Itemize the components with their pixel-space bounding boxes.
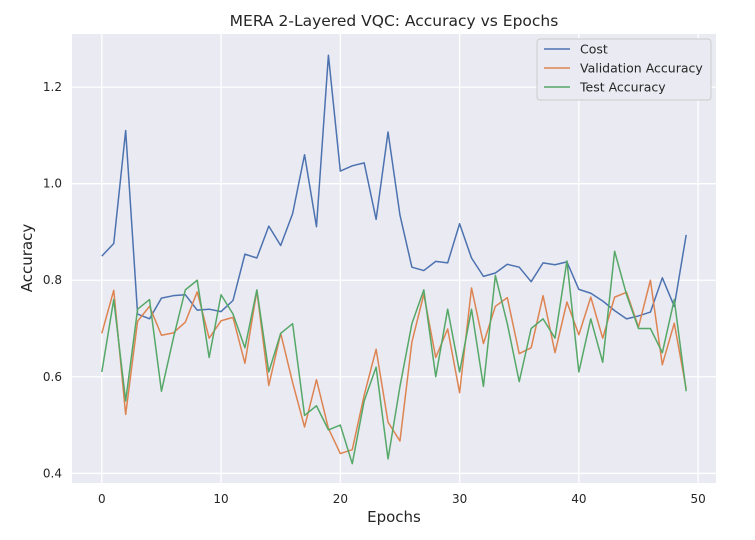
- legend-label: Cost: [580, 42, 608, 57]
- x-tick-label: 10: [213, 492, 228, 506]
- plot-background: [72, 34, 716, 483]
- x-tick-labels: 0 10 20 30 40 50: [98, 492, 706, 506]
- x-tick-label: 50: [690, 492, 705, 506]
- series-line-validation-accuracy: [101, 279, 687, 455]
- y-tick-labels: 0.4 0.6 0.8 1.0 1.2: [43, 80, 62, 480]
- y-axis-label: Accuracy: [18, 224, 36, 293]
- grid: [72, 34, 716, 483]
- series-lines: [101, 54, 687, 465]
- x-tick-label: 0: [98, 492, 106, 506]
- x-tick-label: 40: [571, 492, 586, 506]
- y-tick-label: 1.0: [43, 177, 62, 191]
- series-line-test-accuracy: [101, 250, 687, 465]
- legend: Cost Validation Accuracy Test Accuracy: [536, 38, 712, 101]
- legend-frame: [536, 38, 712, 101]
- x-tick-label: 20: [333, 492, 348, 506]
- series-line-cost: [101, 54, 687, 320]
- y-tick-label: 0.4: [43, 466, 62, 480]
- legend-label: Test Accuracy: [579, 80, 666, 95]
- y-tick-label: 0.8: [43, 273, 62, 287]
- legend-label: Validation Accuracy: [580, 61, 703, 76]
- y-tick-label: 1.2: [43, 80, 62, 94]
- x-tick-label: 30: [452, 492, 467, 506]
- x-axis-label: Epochs: [367, 508, 421, 526]
- y-tick-label: 0.6: [43, 370, 62, 384]
- chart-title: MERA 2-Layered VQC: Accuracy vs Epochs: [230, 12, 559, 30]
